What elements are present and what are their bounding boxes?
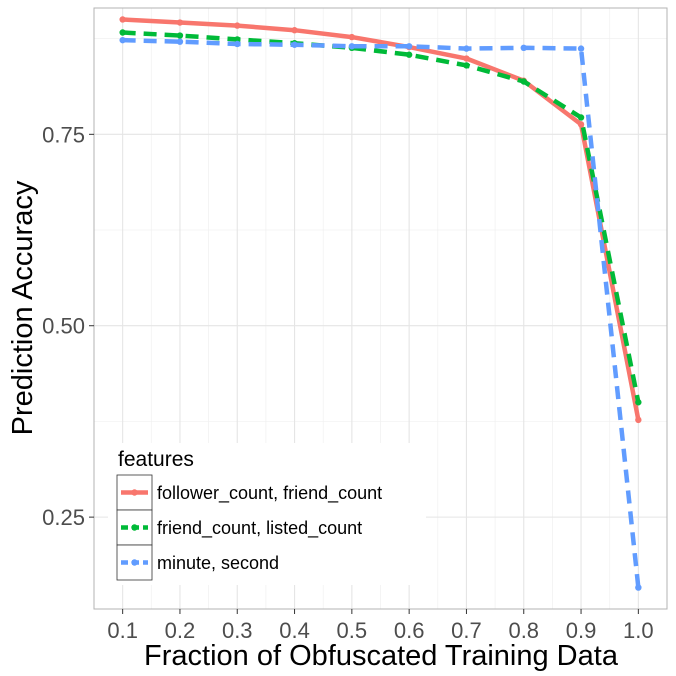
series-line-1 xyxy=(122,17,641,421)
series-line-3 xyxy=(122,37,641,588)
x-tick-label: 0.3 xyxy=(222,618,253,643)
series-3-point xyxy=(119,36,126,44)
y-axis-title: Prediction Accuracy xyxy=(7,180,39,435)
x-axis-ticks: 0.1 0.2 0.3 0.4 0.5 0.6 0.7 0.8 0.9 1.0 xyxy=(107,609,654,643)
legend-title: features xyxy=(118,448,194,471)
legend-label: friend_count, listed_count xyxy=(157,518,362,539)
series-1-point xyxy=(635,416,642,424)
series-2-point xyxy=(119,29,126,36)
y-tick-label: 0.75 xyxy=(42,122,85,147)
series-2-point xyxy=(520,78,527,85)
series-2-point xyxy=(463,62,470,69)
legend-key-point xyxy=(131,524,138,531)
x-tick-label: 0.6 xyxy=(394,618,425,643)
y-axis-ticks: 0.25 0.50 0.75 xyxy=(42,122,94,530)
series-1-point xyxy=(463,55,470,62)
x-tick-label: 0.4 xyxy=(279,618,310,643)
series-3-point xyxy=(520,44,527,52)
series-2-point xyxy=(577,114,585,121)
x-tick-label: 0.2 xyxy=(165,618,196,643)
series-layer xyxy=(119,16,642,591)
series-3-point xyxy=(291,41,298,48)
series-1-point xyxy=(577,121,585,128)
series-1-point xyxy=(291,27,298,34)
x-tick-label: 1.0 xyxy=(623,618,654,643)
legend-key-point xyxy=(131,489,138,496)
x-axis-title: Fraction of Obfuscated Training Data xyxy=(144,640,619,672)
series-line-2 xyxy=(122,30,641,403)
x-tick-label: 0.8 xyxy=(508,618,539,643)
y-tick-label: 0.25 xyxy=(42,505,85,530)
series-3-point xyxy=(635,584,642,591)
series-3-point xyxy=(463,45,470,52)
series-2-point xyxy=(635,399,642,406)
series-1-point xyxy=(234,22,241,29)
x-tick-label: 0.9 xyxy=(566,618,597,643)
series-2-point xyxy=(234,36,241,43)
series-3-point xyxy=(348,43,356,50)
x-tick-label: 0.7 xyxy=(451,618,482,643)
series-3-point xyxy=(234,40,241,48)
plot-panel-border xyxy=(93,7,668,610)
legend-items: follower_count, friend_count friend_count… xyxy=(116,474,382,581)
x-tick-label: 0.5 xyxy=(337,618,368,643)
y-tick-label: 0.50 xyxy=(42,314,85,339)
series-1-point xyxy=(119,16,126,23)
legend: features follower_count, friend_countfri… xyxy=(108,443,426,585)
series-1-point xyxy=(176,19,184,26)
series-3-point xyxy=(405,43,413,50)
series-2-point xyxy=(176,32,184,39)
legend-label: minute, second xyxy=(157,553,279,573)
series-3-point xyxy=(176,38,184,45)
series-3-point xyxy=(577,45,585,52)
legend-key-point xyxy=(131,559,138,566)
series-2-point xyxy=(405,51,413,58)
series-1-point xyxy=(348,33,356,41)
x-tick-label: 0.1 xyxy=(107,618,138,643)
legend-label: follower_count, friend_count xyxy=(157,483,382,504)
legend-background xyxy=(108,443,426,585)
